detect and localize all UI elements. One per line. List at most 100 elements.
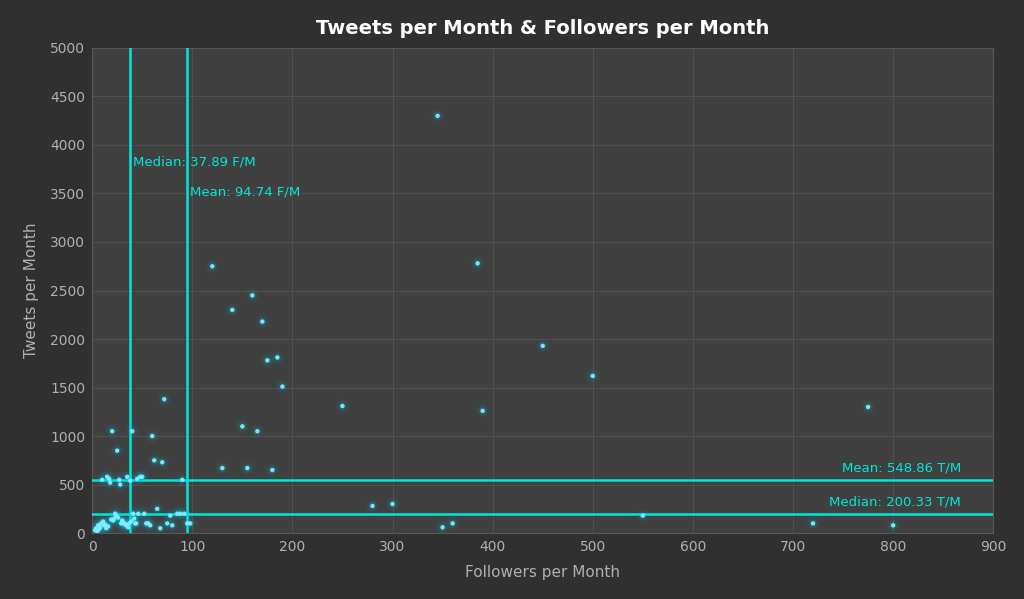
Point [384,499,400,509]
Point [99,472,116,482]
Point [128,519,144,528]
Point [259,356,275,365]
Point [264,465,281,475]
Point [89,527,105,536]
Point [114,516,130,525]
Point [106,509,123,519]
Point [635,511,651,521]
Point [88,524,104,533]
Point [93,519,110,528]
Point [103,515,120,524]
Point [89,527,105,536]
Point [334,401,350,411]
Point [154,458,170,467]
Point [104,426,121,436]
Point [104,426,121,436]
Point [274,382,291,391]
Point [174,475,190,485]
Point [240,463,256,473]
Point [635,511,651,521]
Point [92,522,109,532]
Point [136,509,153,519]
Point [105,516,122,525]
Point [159,519,175,528]
Point [111,475,127,485]
Point [172,509,188,519]
Point [249,426,265,436]
Point [93,519,110,528]
Point [234,422,251,431]
Point [134,472,151,482]
Text: Mean: 94.74 F/M: Mean: 94.74 F/M [190,185,300,198]
Text: Median: 37.89 F/M: Median: 37.89 F/M [133,156,256,169]
Point [101,474,118,483]
Point [114,516,130,525]
Point [176,509,193,519]
Point [159,519,175,528]
Point [214,463,230,473]
Point [100,522,117,531]
Point [365,501,381,511]
Point [182,519,199,528]
Point [860,402,877,412]
Point [111,475,127,485]
Point [434,522,451,532]
Point [585,371,601,381]
Point [122,476,138,486]
Point [152,524,168,533]
Point [119,472,135,482]
Point [106,509,123,519]
Point [138,519,155,528]
Point [111,475,127,485]
Point [434,522,451,532]
Point [259,356,275,365]
Point [249,426,265,436]
Point [123,517,139,527]
Point [182,519,199,528]
Point [106,514,123,524]
Point [99,472,116,482]
Point [384,499,400,509]
Point [164,521,180,530]
Point [535,341,551,350]
Point [144,431,161,441]
Point [805,519,821,528]
Point [97,519,114,529]
Point [429,111,445,120]
Point [105,516,122,525]
Point [244,291,260,300]
Point [444,519,461,528]
Point [885,521,901,530]
Point [109,446,125,455]
Point [254,317,270,326]
Point [254,317,270,326]
Point [176,509,193,519]
Point [142,521,159,530]
Point [89,527,105,536]
Point [109,446,125,455]
Point [179,519,196,528]
Point [176,509,193,519]
Point [110,513,126,522]
Point [110,513,126,522]
Point [172,509,188,519]
Point [204,261,220,271]
Text: Median: 200.33 T/M: Median: 200.33 T/M [829,495,962,509]
Point [120,522,136,532]
Point [116,519,132,528]
Point [140,519,157,528]
Point [885,521,901,530]
Title: Tweets per Month & Followers per Month: Tweets per Month & Followers per Month [316,19,769,38]
Point [444,519,461,528]
Point [123,517,139,527]
Point [96,521,113,530]
Point [142,521,159,530]
Point [129,474,145,483]
Point [162,511,178,521]
Point [142,521,159,530]
Point [89,527,105,536]
Point [429,111,445,120]
Point [116,519,132,528]
Point [274,382,291,391]
Point [885,521,901,530]
